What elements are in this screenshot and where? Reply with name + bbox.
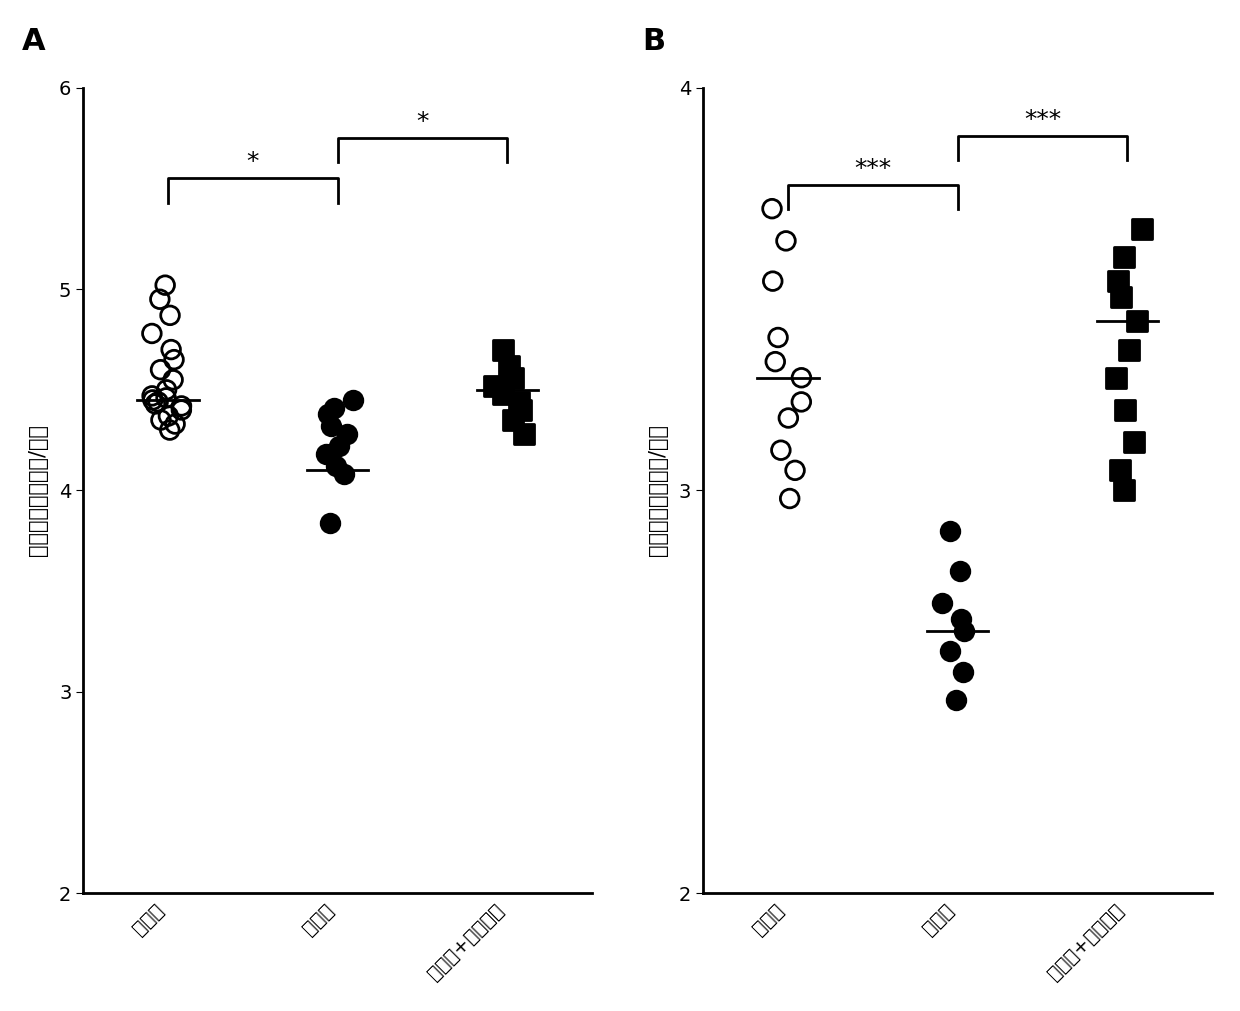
- Point: [141, 326, 161, 342]
- Point: [165, 416, 185, 432]
- Point: [1111, 289, 1131, 305]
- Point: [337, 426, 357, 442]
- Point: [785, 462, 805, 478]
- Point: [143, 392, 162, 408]
- Point: [779, 409, 799, 426]
- Point: [143, 388, 162, 404]
- Point: [503, 411, 523, 428]
- Point: [950, 563, 970, 579]
- Point: [150, 291, 170, 307]
- Point: [164, 352, 184, 368]
- Point: [145, 396, 165, 412]
- Point: [156, 390, 176, 406]
- Point: [335, 466, 355, 482]
- Point: [940, 523, 960, 539]
- Point: [156, 382, 176, 398]
- Text: ***: ***: [854, 157, 892, 181]
- Point: [1106, 370, 1126, 386]
- Point: [513, 426, 533, 442]
- Point: [160, 307, 180, 324]
- Point: [324, 400, 343, 417]
- Point: [510, 394, 529, 410]
- Point: [502, 370, 522, 386]
- Point: [320, 515, 340, 531]
- Point: [159, 407, 179, 424]
- Point: [326, 458, 346, 474]
- Text: *: *: [417, 110, 429, 134]
- Point: [951, 612, 971, 628]
- Point: [771, 442, 791, 458]
- Text: A: A: [22, 26, 46, 56]
- Point: [160, 422, 180, 438]
- Point: [1118, 342, 1138, 358]
- Point: [763, 200, 782, 216]
- Point: [319, 405, 339, 422]
- Point: [494, 386, 513, 402]
- Point: [765, 354, 785, 370]
- Point: [1132, 220, 1152, 237]
- Point: [155, 277, 175, 293]
- Point: [150, 362, 170, 378]
- Point: [151, 411, 171, 428]
- Point: [791, 370, 811, 386]
- Point: [954, 623, 973, 639]
- Point: [171, 398, 191, 415]
- Point: [791, 394, 811, 410]
- Point: [780, 490, 800, 507]
- Point: [768, 330, 787, 346]
- Point: [149, 394, 169, 410]
- Point: [1127, 313, 1147, 330]
- Point: [161, 342, 181, 358]
- Y-axis label: 脾脏体重比（毫克/克）: 脾脏体重比（毫克/克）: [647, 425, 668, 556]
- Point: [316, 446, 336, 462]
- Point: [484, 378, 503, 394]
- Point: [763, 273, 782, 289]
- Point: [1110, 462, 1130, 478]
- Text: B: B: [642, 26, 665, 56]
- Y-axis label: 心脏体重比（毫克/克）: 心脏体重比（毫克/克）: [27, 425, 48, 556]
- Point: [1115, 482, 1135, 498]
- Point: [1109, 273, 1128, 289]
- Point: [321, 418, 341, 434]
- Point: [511, 401, 531, 418]
- Point: [492, 342, 512, 358]
- Point: [500, 358, 520, 374]
- Point: [946, 692, 966, 708]
- Point: [1114, 249, 1133, 265]
- Point: [330, 438, 350, 454]
- Point: [940, 643, 960, 659]
- Point: [342, 392, 362, 408]
- Point: [952, 663, 972, 679]
- Point: [931, 595, 951, 612]
- Point: [776, 233, 796, 249]
- Point: [164, 372, 184, 388]
- Text: ***: ***: [1024, 108, 1061, 132]
- Point: [1123, 434, 1143, 450]
- Point: [1116, 401, 1136, 418]
- Text: *: *: [247, 151, 259, 175]
- Point: [171, 401, 191, 418]
